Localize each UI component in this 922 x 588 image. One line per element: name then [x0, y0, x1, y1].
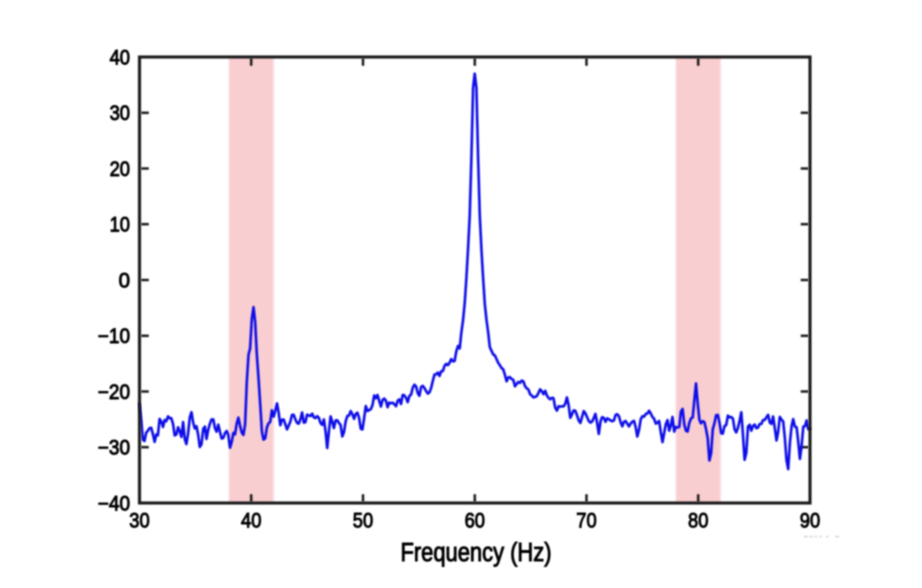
svg-text:Frequency (Hz): Frequency (Hz)	[401, 539, 552, 567]
svg-text:20: 20	[110, 158, 130, 181]
svg-text:70: 70	[576, 510, 596, 533]
svg-text:40: 40	[241, 510, 261, 533]
svg-text:0: 0	[119, 269, 130, 292]
svg-text:−10: −10	[98, 325, 130, 348]
svg-text:10: 10	[110, 214, 130, 237]
svg-text:−40: −40	[98, 492, 130, 515]
svg-text:−20: −20	[98, 381, 130, 404]
svg-text:30: 30	[129, 510, 149, 533]
svg-text:40: 40	[110, 46, 130, 69]
svg-text:90: 90	[800, 510, 820, 533]
svg-text:60: 60	[465, 510, 485, 533]
svg-text:30: 30	[110, 102, 130, 125]
svg-text:50: 50	[353, 510, 373, 533]
svg-text:−30: −30	[98, 437, 130, 460]
svg-text:80: 80	[688, 510, 708, 533]
